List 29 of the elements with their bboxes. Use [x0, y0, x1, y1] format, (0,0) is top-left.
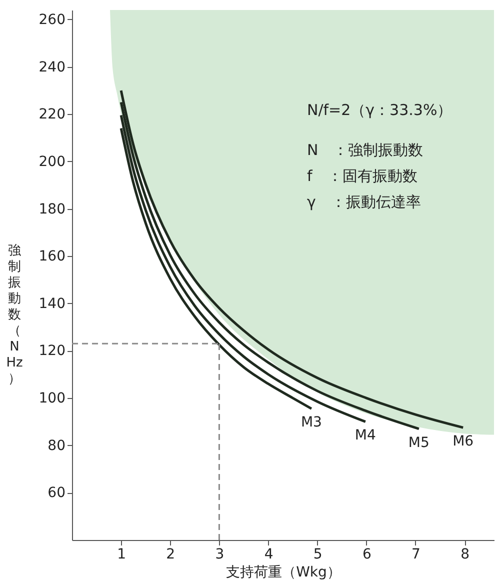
- x-tick-label: 4: [264, 546, 274, 562]
- y-tick-label: 240: [38, 59, 66, 76]
- x-tick-label: 2: [166, 546, 176, 562]
- x-tick-label: 5: [313, 546, 322, 562]
- series-label: M3: [300, 414, 322, 431]
- y-tick-label: 260: [38, 12, 66, 28]
- y-tick-label: 200: [38, 154, 66, 170]
- y-tick-label: 160: [38, 248, 66, 265]
- x-tick-label: 6: [362, 546, 372, 562]
- y-tick-label: 100: [38, 390, 66, 407]
- x-axis-title: 支持荷重（Wkg）: [226, 564, 341, 580]
- text: 強制振動数（N Hz）: [6, 244, 23, 386]
- series-label: M4: [354, 428, 376, 444]
- annotation: N ：強制振動数: [307, 141, 424, 159]
- x-tick-label: 3: [215, 546, 224, 562]
- series-label: M5: [408, 434, 430, 451]
- y-tick-label: 140: [38, 296, 66, 312]
- y-tick-label: 120: [38, 343, 66, 360]
- annotation: f ：固有振動数: [307, 167, 418, 185]
- y-tick-label: 60: [48, 485, 66, 502]
- annotation: N/f=2（γ：33.3%）: [307, 101, 452, 119]
- annotation: γ ：振動伝達率: [307, 193, 421, 211]
- x-tick-label: 8: [460, 546, 470, 562]
- series-label: M6: [452, 434, 474, 450]
- x-tick-label: 1: [117, 546, 126, 562]
- y-tick-label: 220: [38, 106, 66, 123]
- y-tick-label: 180: [38, 201, 66, 218]
- x-tick-label: 7: [412, 546, 420, 562]
- y-tick-label: 80: [48, 438, 66, 454]
